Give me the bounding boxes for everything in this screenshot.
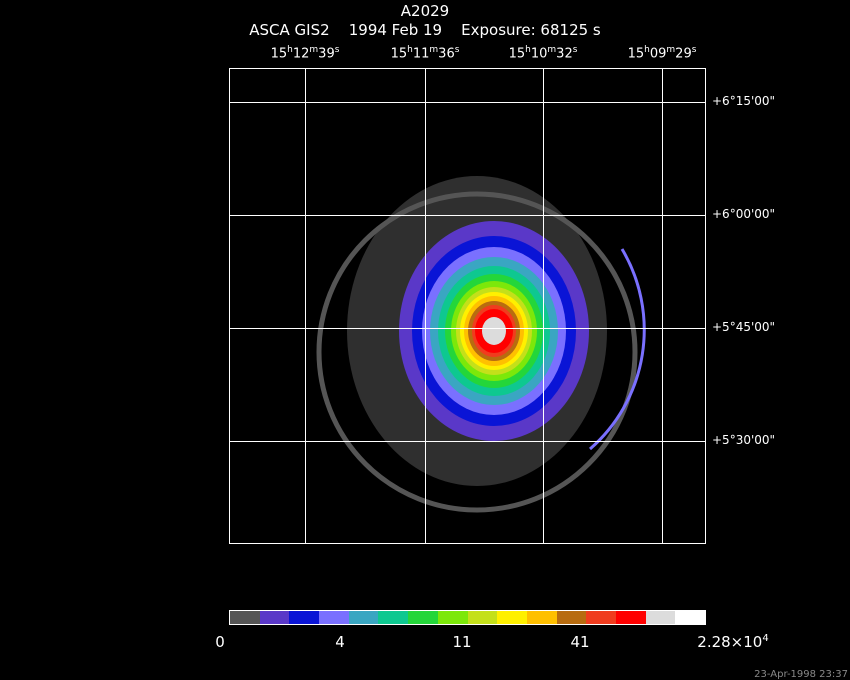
- instrument-label: ASCA GIS2: [249, 21, 330, 39]
- colorbar-swatch: [556, 611, 587, 624]
- colorbar-tick-label: 41: [570, 633, 590, 651]
- colorbar-swatch: [230, 611, 260, 624]
- dec-tick-label: +5°45'00": [712, 320, 776, 334]
- colorbar-tick-label: 2.28×104: [697, 633, 769, 651]
- colorbar-tick-label: 0: [215, 633, 225, 651]
- timestamp: 23-Apr-1998 23:37: [754, 669, 848, 680]
- ra-tick-label: 15h12m39s: [270, 45, 340, 62]
- colorbar-swatch: [497, 611, 527, 624]
- dec-tick-label: +5°30'00": [712, 433, 776, 447]
- colorbar-tick-label: 4: [335, 633, 345, 651]
- ra-grid-line: [662, 69, 663, 543]
- xray-intensity-map: [316, 176, 646, 513]
- dec-grid-line: [230, 215, 705, 216]
- ring-edge-highlight: [589, 248, 646, 451]
- image-subtitle: ASCA GIS2 1994 Feb 19 Exposure: 68125 s: [0, 21, 850, 39]
- colorbar-tick-label: 11: [452, 633, 472, 651]
- colorbar: [229, 610, 706, 625]
- colorbar-swatch: [259, 611, 290, 624]
- sky-image-frame: [229, 68, 706, 544]
- dec-tick-label: +6°15'00": [712, 94, 776, 108]
- colorbar-swatch: [645, 611, 676, 624]
- dec-grid-line: [230, 441, 705, 442]
- colorbar-swatch: [675, 611, 705, 624]
- colorbar-swatch: [408, 611, 438, 624]
- colorbar-swatch: [319, 611, 349, 624]
- colorbar-swatch: [586, 611, 616, 624]
- colorbar-swatch: [467, 611, 498, 624]
- colorbar-swatch: [378, 611, 409, 624]
- date-label: 1994 Feb 19: [348, 21, 443, 39]
- dec-grid-line: [230, 102, 705, 103]
- dec-tick-label: +6°00'00": [712, 207, 776, 221]
- colorbar-swatch: [526, 611, 557, 624]
- colorbar-swatch: [348, 611, 379, 624]
- dec-grid-line: [230, 328, 705, 329]
- intensity-contour: [482, 317, 506, 345]
- colorbar-swatch: [615, 611, 646, 624]
- colorbar-swatch: [289, 611, 320, 624]
- exposure-label: Exposure: 68125 s: [461, 21, 601, 39]
- ra-tick-label: 15h11m36s: [390, 45, 460, 62]
- ra-grid-line: [425, 69, 426, 543]
- ra-grid-line: [305, 69, 306, 543]
- ra-tick-label: 15h10m32s: [508, 45, 578, 62]
- ra-tick-label: 15h09m29s: [627, 45, 697, 62]
- image-title: A2029: [400, 2, 450, 20]
- colorbar-swatch: [437, 611, 468, 624]
- ra-grid-line: [543, 69, 544, 543]
